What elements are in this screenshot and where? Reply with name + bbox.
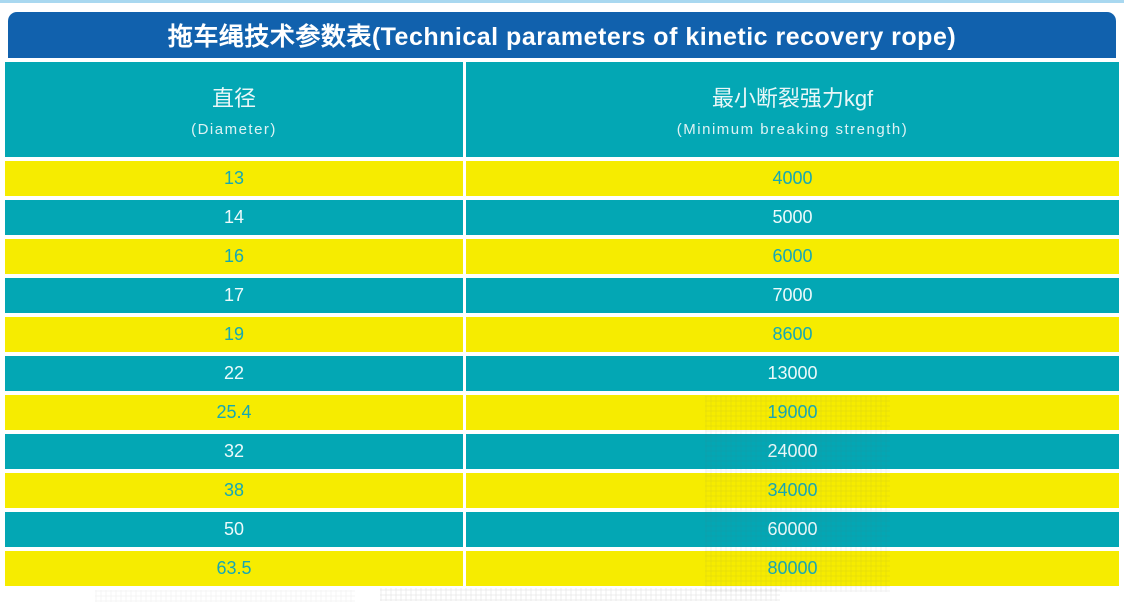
diameter-cell: 22 <box>5 356 466 391</box>
diameter-cell: 25.4 <box>5 395 466 430</box>
watermark-artifact <box>95 590 355 602</box>
table-row: 14 5000 <box>5 200 1119 235</box>
strength-column-header: 最小断裂强力kgf (Minimum breaking strength) <box>466 62 1119 157</box>
table-row: 19 8600 <box>5 317 1119 352</box>
diameter-header-en: (Diameter) <box>191 121 277 138</box>
diameter-cell: 32 <box>5 434 466 469</box>
table-row: 17 7000 <box>5 278 1119 313</box>
diameter-header-cn: 直径 <box>211 86 256 111</box>
strength-cell: 6000 <box>466 239 1119 274</box>
strength-header-en: (Minimum breaking strength) <box>676 121 909 138</box>
diameter-cell: 13 <box>5 161 466 196</box>
table-row: 38 34000 <box>5 473 1119 508</box>
strength-cell: 8600 <box>466 317 1119 352</box>
diameter-cell: 19 <box>5 317 466 352</box>
strength-cell: 5000 <box>466 200 1119 235</box>
strength-cell: 80000 <box>466 551 1119 586</box>
strength-cell: 19000 <box>466 395 1119 430</box>
diameter-cell: 17 <box>5 278 466 313</box>
strength-cell: 60000 <box>466 512 1119 547</box>
strength-header-cn: 最小断裂强力kgf <box>711 86 874 111</box>
diameter-cell: 14 <box>5 200 466 235</box>
page-top-strip <box>0 0 1124 3</box>
strength-cell: 7000 <box>466 278 1119 313</box>
table-title: 拖车绳技术参数表(Technical parameters of kinetic… <box>8 12 1116 58</box>
watermark-artifact <box>380 588 780 601</box>
strength-cell: 13000 <box>466 356 1119 391</box>
parameters-table: 拖车绳技术参数表(Technical parameters of kinetic… <box>5 12 1119 586</box>
table-row: 16 6000 <box>5 239 1119 274</box>
diameter-column-header: 直径 (Diameter) <box>5 62 466 157</box>
table-row: 32 24000 <box>5 434 1119 469</box>
diameter-cell: 16 <box>5 239 466 274</box>
table-row: 63.5 80000 <box>5 551 1119 586</box>
table-row: 50 60000 <box>5 512 1119 547</box>
strength-cell: 34000 <box>466 473 1119 508</box>
diameter-cell: 50 <box>5 512 466 547</box>
table-row: 25.4 19000 <box>5 395 1119 430</box>
strength-cell: 4000 <box>466 161 1119 196</box>
table-row: 22 13000 <box>5 356 1119 391</box>
diameter-cell: 63.5 <box>5 551 466 586</box>
strength-cell: 24000 <box>466 434 1119 469</box>
table-header-row: 直径 (Diameter) 最小断裂强力kgf (Minimum breakin… <box>5 62 1119 157</box>
table-row: 13 4000 <box>5 161 1119 196</box>
diameter-cell: 38 <box>5 473 466 508</box>
